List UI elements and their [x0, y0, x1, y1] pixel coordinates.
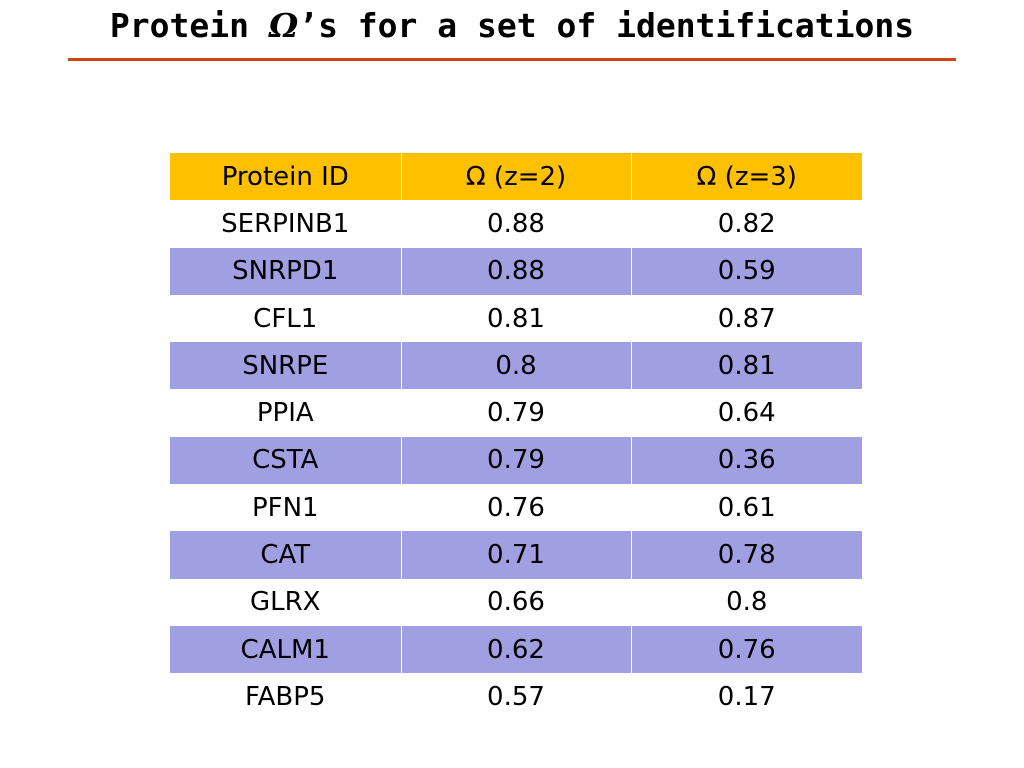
cell-omega-z3: 0.81: [630, 342, 862, 390]
table-row: SERPINB1 0.88 0.82: [170, 200, 862, 248]
header-omega-z3: Ω (z=3): [630, 153, 862, 201]
cell-omega-z3: 0.8: [630, 578, 862, 626]
cell-protein-id: CFL1: [253, 303, 318, 334]
cell-protein-id: SERPINB1: [221, 208, 350, 239]
cell-omega-z3: 0.61: [630, 484, 862, 532]
title-underline: [68, 58, 956, 61]
table-row: SNRPD1 0.88 0.59: [170, 247, 862, 295]
cell-protein-id: PFN1: [251, 492, 319, 523]
cell-omega-z3: 0.76: [630, 625, 862, 674]
cell-omega-z3: 0.59: [630, 247, 862, 295]
cell-omega-z3: 0.82: [630, 200, 862, 248]
slide-title: Protein Ω’s for a set of identifications: [0, 6, 1024, 45]
table-row: CAT 0.71 0.78: [170, 531, 862, 579]
title-suffix: ’s for a set of identifications: [298, 6, 915, 45]
cell-protein-id: SNRPE: [242, 350, 329, 381]
cell-protein-id: CAT: [260, 540, 311, 571]
cell-omega-z2: 0.79: [400, 436, 631, 485]
omega-table: Protein ID Ω (z=2) Ω (z=3) SERPINB1 0.88…: [170, 153, 862, 721]
cell-omega-z3: 0.78: [630, 531, 862, 579]
cell-omega-z2: 0.8: [400, 342, 631, 390]
table-row: PPIA 0.79 0.64: [170, 389, 862, 437]
title-prefix: Protein: [109, 6, 269, 45]
table-row: PFN1 0.76 0.61: [170, 484, 862, 532]
cell-omega-z2: 0.88: [400, 200, 631, 248]
cell-omega-z3: 0.17: [630, 673, 862, 721]
cell-omega-z2: 0.88: [400, 247, 631, 295]
cell-protein-id: GLRX: [249, 587, 321, 618]
cell-omega-z3: 0.36: [630, 436, 862, 485]
cell-omega-z3: 0.87: [630, 294, 862, 343]
table-row: CSTA 0.79 0.36: [170, 436, 862, 485]
table-row: FABP5 0.57 0.17: [170, 673, 862, 721]
cell-omega-z2: 0.81: [400, 294, 631, 343]
table-row: CALM1 0.62 0.76: [170, 625, 862, 674]
header-omega-z2: Ω (z=2): [400, 153, 631, 201]
table-row: GLRX 0.66 0.8: [170, 578, 862, 626]
cell-omega-z2: 0.71: [400, 531, 631, 579]
header-protein-id: Protein ID: [221, 161, 349, 192]
table-row: SNRPE 0.8 0.81: [170, 342, 862, 390]
cell-omega-z2: 0.62: [400, 625, 631, 674]
cell-omega-z2: 0.79: [400, 389, 631, 437]
title-omega-symbol: Ω: [268, 6, 299, 45]
cell-protein-id: SNRPD1: [232, 256, 339, 287]
cell-protein-id: PPIA: [256, 398, 314, 429]
cell-protein-id: CALM1: [240, 634, 330, 665]
cell-protein-id: FABP5: [245, 681, 326, 712]
cell-protein-id: CSTA: [252, 445, 319, 476]
cell-omega-z2: 0.76: [400, 484, 631, 532]
cell-omega-z2: 0.57: [400, 673, 631, 721]
cell-omega-z3: 0.64: [630, 389, 862, 437]
table-header-row: Protein ID Ω (z=2) Ω (z=3): [170, 153, 862, 201]
table-row: CFL1 0.81 0.87: [170, 294, 862, 343]
cell-omega-z2: 0.66: [400, 578, 631, 626]
